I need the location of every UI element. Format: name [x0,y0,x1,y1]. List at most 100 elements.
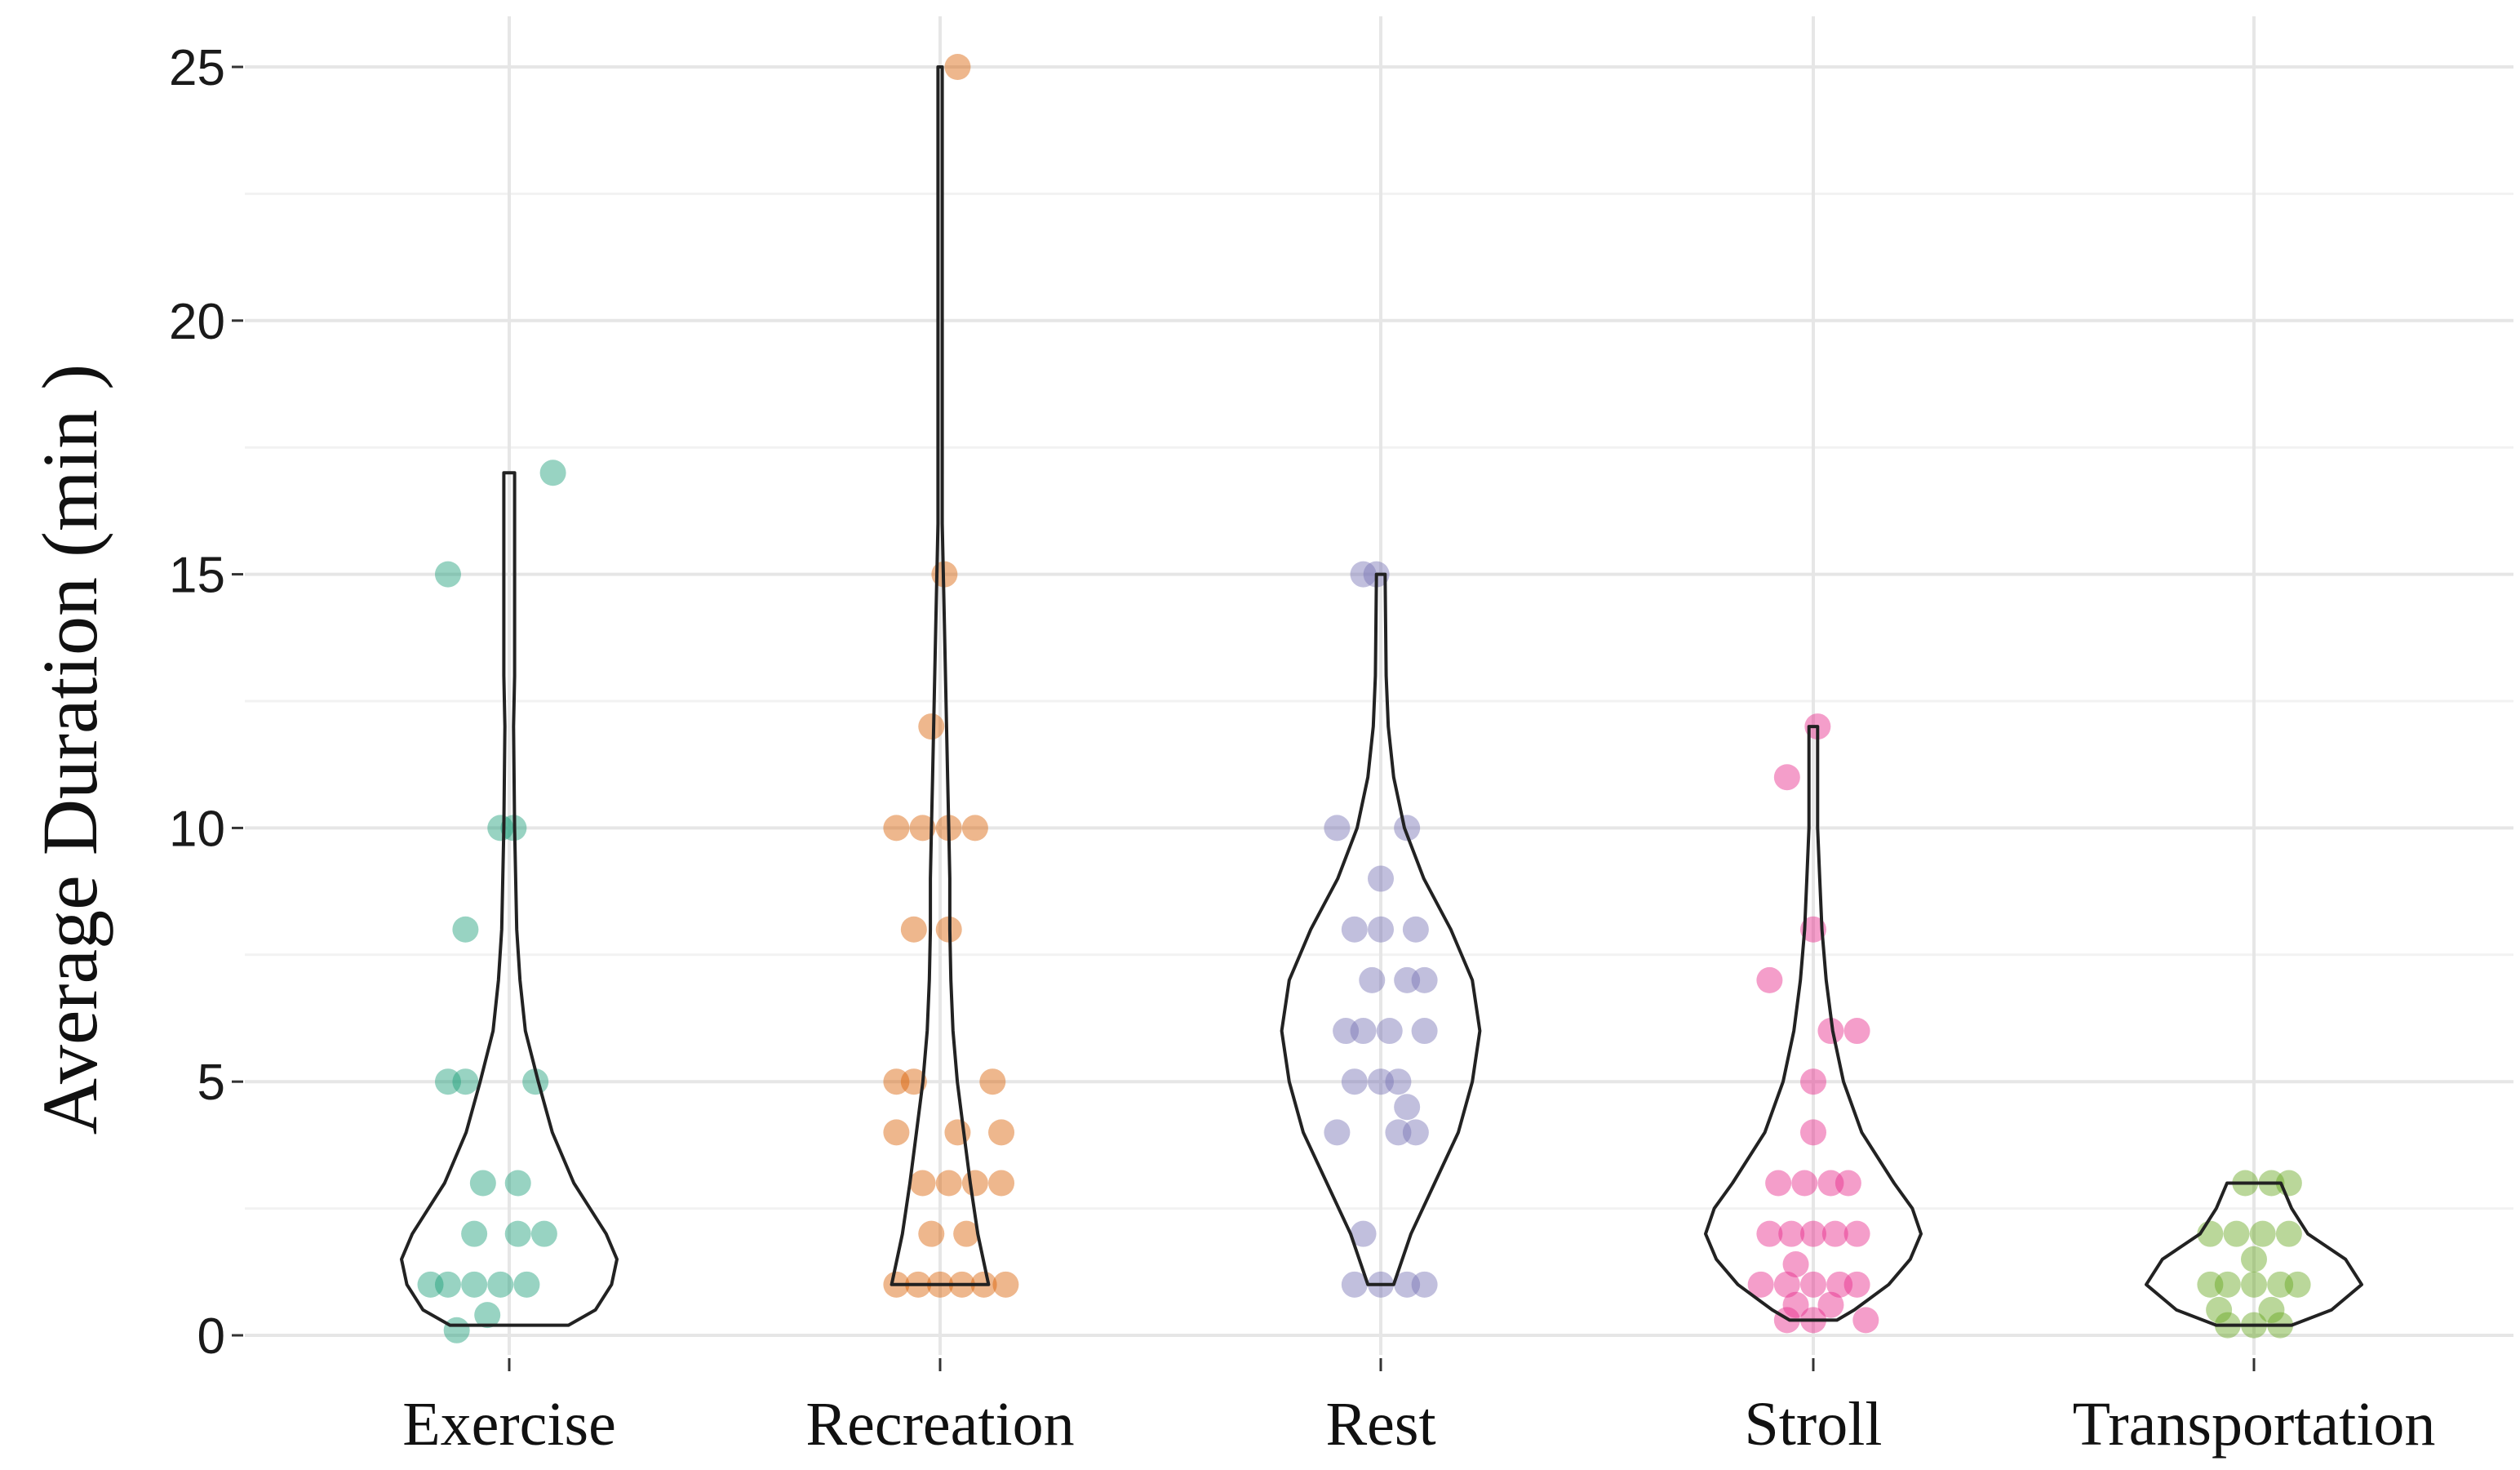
data-point-recreation [883,1068,910,1095]
data-point-stroll [1821,1220,1848,1247]
data-point-transportation [2223,1220,2250,1247]
y-tick-label: 20 [169,294,225,350]
data-point-stroll [1756,1220,1783,1247]
grid [245,16,2513,1355]
data-point-exercise [513,1271,540,1298]
data-point-rest [1341,1271,1368,1298]
data-point-rest [1368,1068,1394,1095]
data-point-recreation [992,1271,1019,1298]
data-point-recreation [935,1170,962,1197]
data-point-transportation [2284,1271,2311,1298]
violin-exercise [400,471,619,1327]
data-point-rest [1411,1018,1438,1045]
y-tick-label: 10 [169,801,225,857]
data-point-rest [1333,1018,1360,1045]
data-point-exercise [434,1068,461,1095]
data-point-rest [1368,916,1394,943]
data-point-rest [1385,1068,1412,1095]
violin-recreation [890,65,991,1286]
data-point-recreation [979,1068,1006,1095]
data-point-rest [1324,815,1351,842]
data-point-stroll [1778,1220,1805,1247]
data-point-rest [1341,916,1368,943]
data-point-transportation [2241,1246,2267,1272]
data-point-recreation [953,1220,980,1247]
data-point-stroll [1843,1220,1870,1247]
data-point-stroll [1843,1271,1870,1298]
data-point-stroll [1800,1068,1826,1095]
data-point-recreation [988,1170,1015,1197]
data-point-recreation [909,815,936,842]
data-point-stroll [1852,1307,1879,1334]
data-point-rest [1350,1018,1377,1045]
data-point-rest [1394,1271,1421,1298]
data-point-exercise [443,1317,470,1343]
data-point-exercise [452,1068,479,1095]
data-point-exercise [434,1271,461,1298]
data-point-exercise [504,1220,531,1247]
data-point-rest [1402,1119,1429,1146]
violin-stroll [1704,725,1923,1322]
data-point-stroll [1817,1170,1844,1197]
violin-rest [1280,572,1482,1286]
data-point-recreation [900,916,927,943]
data-point-stroll [1826,1271,1853,1298]
data-point-stroll [1800,1271,1826,1298]
data-point-exercise [469,1170,496,1197]
data-point-stroll [1782,1291,1809,1318]
x-category-label: Stroll [1745,1390,1883,1459]
data-point-rest [1359,966,1386,993]
data-point-exercise [452,916,479,943]
data-point-stroll [1835,1170,1861,1197]
data-point-recreation [944,54,971,80]
x-category-label: Recreation [805,1390,1074,1459]
data-point-exercise [474,1302,501,1329]
data-point-rest [1394,966,1421,993]
data-point-stroll [1773,764,1800,791]
data-point-rest [1402,916,1429,943]
data-point-transportation [2241,1271,2267,1298]
data-point-rest [1350,1220,1377,1247]
data-point-recreation [988,1119,1015,1146]
data-point-stroll [1800,916,1826,943]
data-point-transportation [2214,1271,2241,1298]
data-point-rest [1411,966,1438,993]
data-point-stroll [1817,1018,1844,1045]
violins [400,65,2363,1327]
data-point-transportation [2275,1220,2302,1247]
data-point-transportation [2267,1271,2294,1298]
data-point-stroll [1773,1271,1800,1298]
data-point-exercise [522,1068,549,1095]
data-point-recreation [944,1119,971,1146]
y-tick-label: 25 [169,40,225,96]
x-category-label: Transportation [2073,1390,2436,1459]
data-point-recreation [883,1119,910,1146]
data-point-rest [1368,865,1394,892]
data-point-stroll [1756,966,1783,993]
y-tick-label: 0 [197,1308,225,1365]
data-point-exercise [487,815,514,842]
x-category-label: Rest [1325,1390,1435,1459]
data-point-rest [1394,815,1421,842]
data-point-rest [1376,1018,1403,1045]
y-axis: 0 5 10 15 20 25 [169,40,243,1365]
y-tick-label: 15 [169,548,225,604]
data-point-exercise [461,1220,488,1247]
data-point-stroll [1791,1170,1818,1197]
data-point-rest [1324,1119,1351,1146]
data-point-stroll [1782,1250,1809,1277]
data-point-exercise [434,561,461,588]
x-category-label: Exercise [402,1390,616,1459]
data-point-stroll [1843,1018,1870,1045]
y-tick-label: 5 [197,1055,225,1111]
data-point-rest [1411,1271,1438,1298]
data-point-transportation [2258,1296,2285,1323]
data-point-recreation [918,1220,945,1247]
data-point-recreation [918,713,945,740]
violin-transportation [2145,1181,2363,1327]
data-point-exercise [417,1271,444,1298]
data-point-recreation [909,1170,936,1197]
data-point-recreation [900,1068,927,1095]
data-point-rest [1350,561,1377,588]
